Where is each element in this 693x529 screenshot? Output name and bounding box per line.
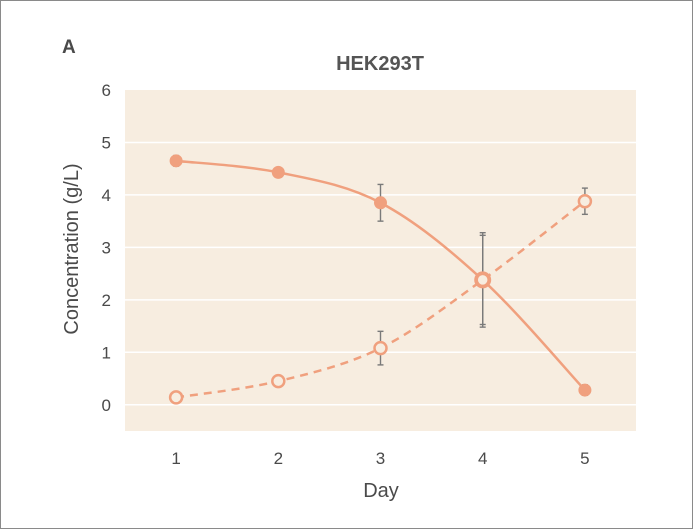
data-point	[374, 196, 387, 210]
y-tick-label: 2	[102, 291, 111, 310]
data-point	[168, 390, 184, 405]
y-tick-label: 1	[102, 343, 111, 362]
data-point	[271, 165, 285, 179]
data-point	[169, 154, 183, 168]
x-tick-label: 2	[274, 449, 283, 468]
data-points	[168, 154, 593, 405]
data-point	[475, 272, 490, 288]
y-tick-label: 6	[102, 81, 111, 100]
y-tick-labels: 0 1 2 3 4 5 6	[102, 81, 111, 415]
data-point	[373, 340, 388, 356]
x-tick-label: 3	[376, 449, 385, 468]
y-tick-label: 4	[102, 186, 111, 205]
x-axis-label: Day	[363, 480, 399, 502]
y-tick-label: 5	[102, 133, 111, 152]
data-point	[577, 193, 593, 209]
plot-area	[125, 90, 636, 431]
y-tick-label: 0	[102, 396, 111, 415]
y-axis-label: Concentration (g/L)	[61, 163, 83, 334]
panel-label: A	[62, 37, 76, 58]
x-tick-label: 4	[478, 449, 487, 468]
x-tick-label: 5	[580, 449, 589, 468]
data-point	[271, 373, 286, 389]
y-tick-label: 3	[102, 238, 111, 257]
x-tick-labels: 1 2 3 4 5	[171, 449, 589, 468]
data-point	[578, 383, 592, 397]
chart-title: HEK293T	[336, 53, 424, 75]
x-tick-label: 1	[171, 449, 180, 468]
